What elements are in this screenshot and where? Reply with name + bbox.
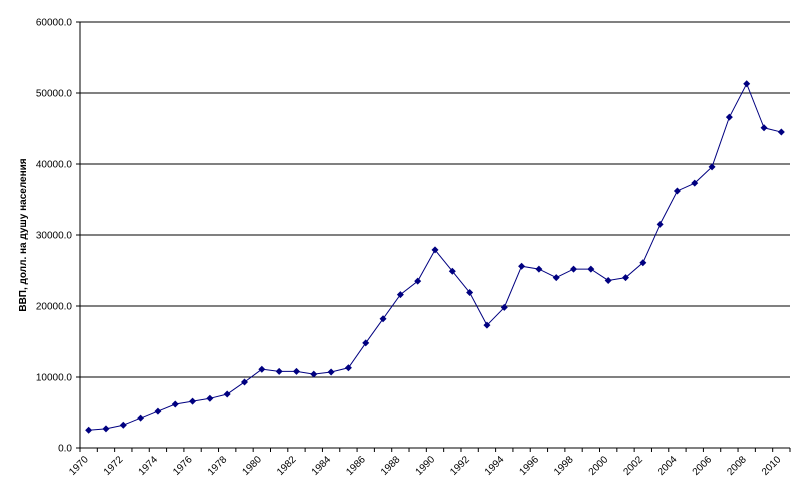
point-marker (171, 400, 179, 408)
point-marker (552, 274, 560, 282)
point-marker (241, 378, 249, 386)
point-marker (396, 291, 404, 299)
point-marker (154, 407, 162, 415)
point-marker (292, 367, 300, 375)
point-marker (587, 265, 595, 273)
y-tick-label: 40000.0 (36, 160, 73, 171)
point-marker (708, 163, 716, 171)
point-marker (344, 364, 352, 372)
point-marker (518, 262, 526, 270)
point-marker (656, 220, 664, 228)
point-marker (448, 267, 456, 275)
point-marker (725, 113, 733, 121)
point-marker (431, 246, 439, 254)
point-marker (570, 265, 578, 273)
point-marker (379, 315, 387, 323)
point-marker (85, 426, 93, 434)
point-marker (102, 425, 110, 433)
point-marker (414, 277, 422, 285)
point-marker (604, 276, 612, 284)
y-tick-label: 20000.0 (36, 302, 73, 313)
point-marker (777, 128, 785, 136)
point-marker (691, 179, 699, 187)
y-tick-label: 50000.0 (36, 89, 73, 100)
point-marker (310, 370, 318, 378)
point-marker (206, 394, 214, 402)
point-marker (743, 80, 751, 88)
point-marker (760, 124, 768, 132)
point-marker (189, 397, 197, 405)
point-marker (119, 421, 127, 429)
y-axis-label: ВВП, долл. на душу населения (18, 158, 29, 311)
point-marker (362, 339, 370, 347)
point-marker (535, 265, 543, 273)
point-marker (621, 274, 629, 282)
point-marker (673, 187, 681, 195)
point-marker (327, 368, 335, 376)
y-tick-label: 0.0 (58, 444, 72, 455)
point-marker (275, 367, 283, 375)
y-tick-label: 30000.0 (36, 231, 73, 242)
point-marker (639, 259, 647, 267)
point-marker (258, 365, 266, 373)
point-marker (500, 303, 508, 311)
point-marker (137, 414, 145, 422)
y-tick-label: 60000.0 (36, 18, 73, 29)
y-tick-label: 10000.0 (36, 373, 73, 384)
point-marker (483, 321, 491, 329)
point-marker (223, 390, 231, 398)
point-marker (466, 289, 474, 297)
